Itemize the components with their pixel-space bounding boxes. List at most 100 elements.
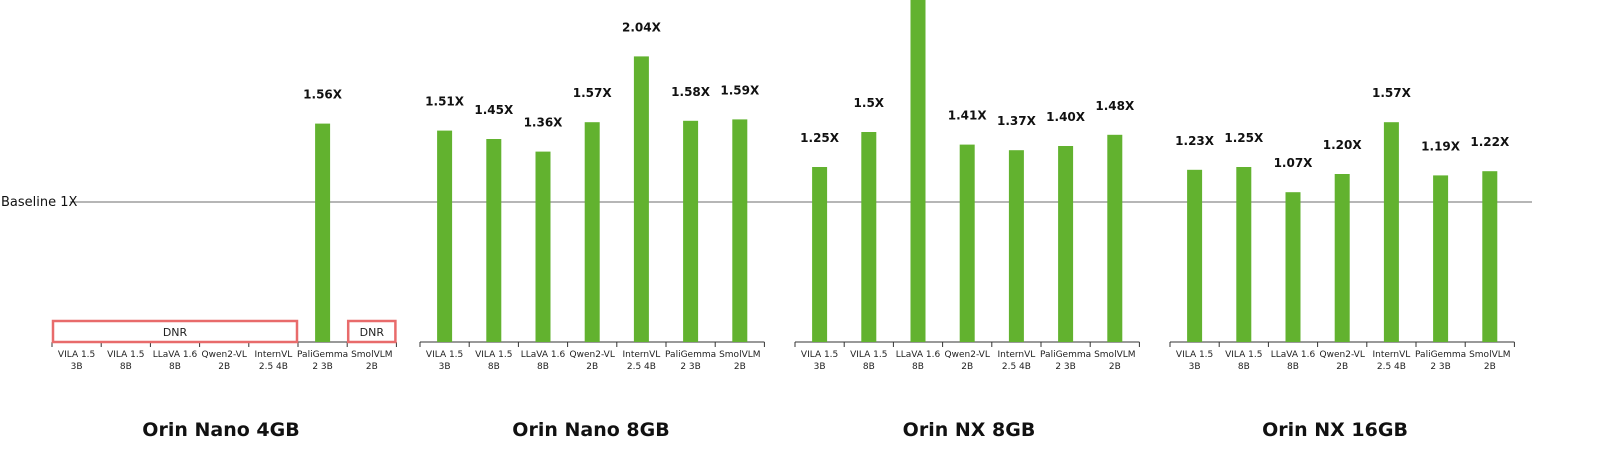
category-label: VILA 1.5 [58,350,95,360]
category-label: 8B [1287,362,1299,372]
category-label: LLaVA 1.6 [153,350,198,360]
bar [959,144,975,342]
data-label: 1.57X [1372,86,1412,100]
data-label: 1.48X [1095,99,1135,113]
category-label: InternVL [997,350,1035,360]
bar [732,119,748,343]
category-label: 2B [586,362,598,372]
chart-group: VILA 1.5 3B VILA 1.5 8B LLaVA 1.6 8B Qwen2-VL 2… [51,88,397,441]
dnr-label: DNR [360,326,385,339]
category-label: SmolVLM [1094,350,1135,360]
category-label: VILA 1.5 [475,350,512,360]
data-label: 1.19X [1421,139,1461,153]
category-label: 8B [120,362,132,372]
category-label: VILA 1.5 [1176,350,1213,360]
bar [1008,150,1024,342]
category-label: 8B [169,362,181,372]
bar [1236,167,1252,342]
data-label: 1.07X [1274,156,1314,170]
data-label: 1.25X [1224,131,1264,145]
data-label: 1.36X [524,116,564,130]
chart-group: VILA 1.5 3B 1.23X VILA 1.5 8B 1.25X LLaVA 1.6 8… [1169,86,1515,441]
data-label: 2.04X [622,20,662,34]
data-label: 1.20X [1323,138,1363,152]
category-label: 3B [439,362,451,372]
category-label: 3B [1189,362,1201,372]
dnr-label: DNR [163,326,188,339]
bar [861,132,877,342]
category-label: InternVL [254,350,292,360]
category-label: VILA 1.5 [801,350,838,360]
category-label: Qwen2-VL [202,350,247,360]
category-label: PaliGemma [1040,350,1091,360]
group-title: Orin NX 16GB [1262,419,1408,441]
category-label: 8B [1238,362,1250,372]
category-label: 2B [734,362,746,372]
bar [812,167,828,342]
data-label: 1.45X [474,103,514,117]
category-label: InternVL [622,350,660,360]
category-label: 2B [961,362,973,372]
bar [1187,169,1203,342]
category-label: 2B [1484,362,1496,372]
category-label: 2B [218,362,230,372]
group-title: Orin Nano 4GB [142,419,299,441]
category-label: SmolVLM [351,350,392,360]
category-label: 3B [71,362,83,372]
category-label: 8B [488,362,500,372]
bar [437,130,453,342]
group-title: Orin NX 8GB [903,419,1036,441]
data-label: 1.58X [671,85,711,99]
bar [1285,192,1301,342]
category-label: 8B [537,362,549,372]
category-label: Qwen2-VL [570,350,615,360]
bar [1383,122,1399,342]
bar [1482,171,1498,342]
chart-group: VILA 1.5 3B 1.51X VILA 1.5 8B 1.45X LLaVA 1.6 8… [419,20,765,441]
data-label: 1.37X [997,114,1037,128]
bar [910,0,926,343]
category-label: 2 3B [680,362,701,372]
bar [315,123,331,342]
chart-group: VILA 1.5 3B 1.25X VILA 1.5 8B 1.5X LLaVA 1.6 8B… [794,0,1140,441]
category-label: PaliGemma [665,350,716,360]
bar [584,122,600,342]
category-label: PaliGemma [297,350,348,360]
category-label: VILA 1.5 [1225,350,1262,360]
group-title: Orin Nano 8GB [512,419,669,441]
category-label: 2.5 4B [627,362,656,372]
category-label: SmolVLM [719,350,760,360]
data-label: 1.56X [303,88,343,102]
data-label: 1.41X [948,109,988,123]
category-label: InternVL [1372,350,1410,360]
bar [486,139,502,342]
category-label: 2 3B [1055,362,1076,372]
category-label: 2.5 4B [259,362,288,372]
bar [1058,146,1074,342]
category-label: SmolVLM [1469,350,1510,360]
category-label: 2B [366,362,378,372]
data-label: 1.22X [1470,135,1510,149]
data-label: 1.25X [800,131,840,145]
bar [1334,174,1350,342]
data-label: 1.40X [1046,110,1086,124]
category-label: 2.5 4B [1377,362,1406,372]
category-label: 2 3B [312,362,333,372]
data-label: 1.5X [854,96,885,110]
bar [683,120,699,342]
bar [535,151,551,342]
category-label: 8B [863,362,875,372]
category-label: 2 3B [1430,362,1451,372]
category-label: VILA 1.5 [426,350,463,360]
category-label: 2B [1109,362,1121,372]
data-label: 1.59X [720,83,760,97]
data-label: 1.57X [573,86,613,100]
dnr-box [51,319,299,344]
category-label: VILA 1.5 [850,350,887,360]
category-label: VILA 1.5 [107,350,144,360]
baseline-label: Baseline 1X [1,195,78,210]
category-label: LLaVA 1.6 [896,350,941,360]
data-label: 1.23X [1175,134,1215,148]
category-label: 8B [912,362,924,372]
